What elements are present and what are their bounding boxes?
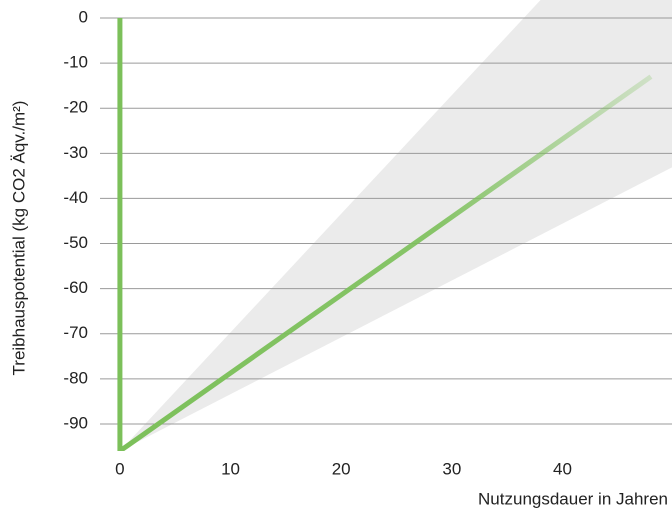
- y-tick-label: -70: [63, 323, 88, 342]
- confidence-band: [119, 0, 672, 451]
- y-tick-label: 0: [79, 7, 88, 26]
- x-tick-label: 10: [221, 459, 240, 478]
- x-tick-label: 0: [115, 459, 124, 478]
- y-tick-label: -90: [63, 413, 88, 432]
- plot-area: [100, 0, 672, 451]
- data-line: [117, 18, 653, 451]
- y-tick-label: -30: [63, 143, 88, 162]
- y-tick-label: -80: [63, 368, 88, 387]
- y-axis-label: Treibhauspotential (kg CO2 Äqv./m²): [9, 101, 28, 376]
- x-tick-label: 40: [553, 459, 572, 478]
- x-tick-label: 30: [442, 459, 461, 478]
- y-tick-label: -50: [63, 233, 88, 252]
- y-tick-label: -10: [63, 53, 88, 72]
- y-tick-label: -60: [63, 278, 88, 297]
- y-tick-label: -40: [63, 188, 88, 207]
- y-tick-label: -20: [63, 98, 88, 117]
- x-axis-label: Nutzungsdauer in Jahren: [478, 489, 668, 508]
- x-tick-label: 20: [332, 459, 351, 478]
